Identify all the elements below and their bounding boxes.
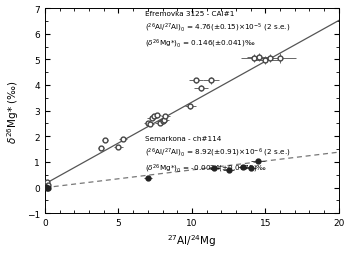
- Text: Efremovka 3125 - CAI#1
($^{26}$Al/$^{27}$Al)$_0$ = 4.76($\pm$0.15)$\times$10$^{-: Efremovka 3125 - CAI#1 ($^{26}$Al/$^{27}…: [145, 11, 290, 50]
- Text: Semarkona - ch#114
($^{26}$Al/$^{27}$Al)$_0$ = 8.92($\pm$0.91)$\times$10$^{-6}$ : Semarkona - ch#114 ($^{26}$Al/$^{27}$Al)…: [145, 136, 290, 174]
- Y-axis label: $\delta^{26}$Mg* (‰): $\delta^{26}$Mg* (‰): [6, 80, 21, 143]
- X-axis label: $^{27}$Al/$^{24}$Mg: $^{27}$Al/$^{24}$Mg: [167, 233, 217, 248]
